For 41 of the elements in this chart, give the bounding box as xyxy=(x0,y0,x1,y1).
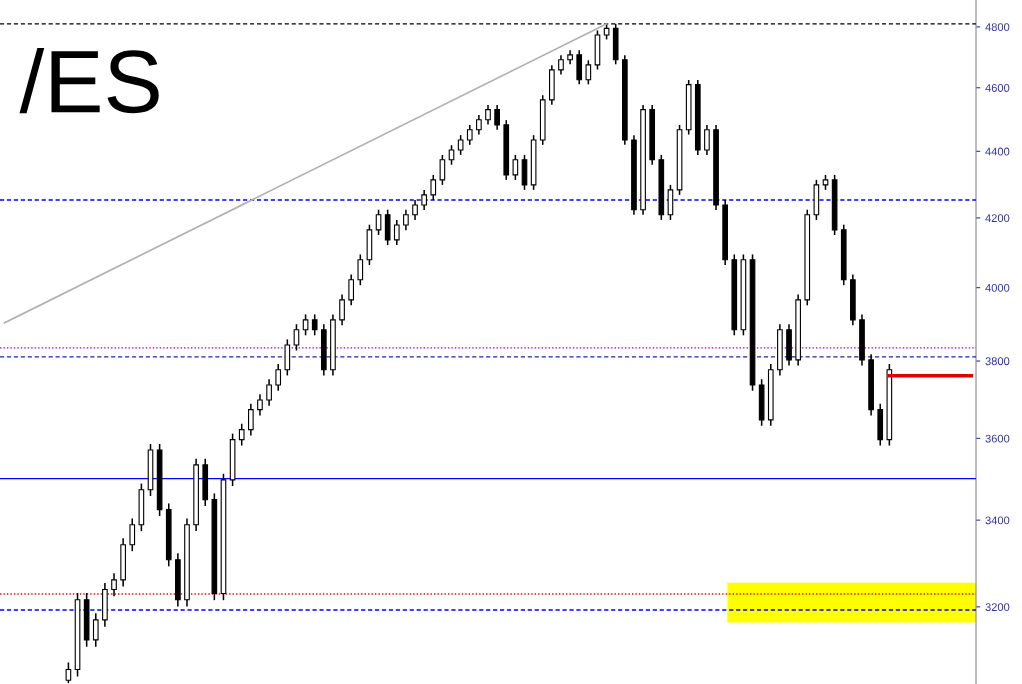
candlestick xyxy=(494,104,500,131)
candlestick xyxy=(275,363,282,392)
candlestick xyxy=(393,219,400,246)
candlestick xyxy=(357,253,364,286)
candlestick xyxy=(92,612,99,648)
candlestick xyxy=(302,313,309,337)
candlestick xyxy=(448,144,455,166)
candlestick xyxy=(466,124,473,146)
candlestick xyxy=(430,174,437,201)
candlestick xyxy=(248,403,254,437)
y-tick-label: 4000 xyxy=(985,283,1010,292)
candlestick xyxy=(111,572,117,597)
candlestick xyxy=(485,104,491,126)
candlestick xyxy=(457,134,464,156)
y-tick-label: 4200 xyxy=(985,214,1010,223)
candlestick xyxy=(585,59,592,86)
candlestick xyxy=(238,422,245,447)
candlestick xyxy=(266,378,272,407)
candlestick xyxy=(293,323,300,352)
y-tick-label: 3400 xyxy=(985,516,1010,525)
y-tick-label: 3200 xyxy=(985,603,1010,611)
candlestick xyxy=(257,393,263,417)
y-tick-label: 3600 xyxy=(985,434,1010,443)
candlestick xyxy=(421,189,427,211)
candlestick xyxy=(311,313,318,337)
candlestick xyxy=(412,199,418,221)
candlestick xyxy=(512,154,519,181)
candlestick xyxy=(129,517,136,552)
y-tick-label: 4600 xyxy=(985,84,1010,92)
candlestick xyxy=(403,208,409,231)
y-tick-label: 4800 xyxy=(985,23,1010,31)
chart-title: /ES xyxy=(19,47,159,114)
candlestick xyxy=(558,54,564,76)
y-tick-label: 3800 xyxy=(985,357,1010,366)
candlestick xyxy=(476,114,482,136)
candlestick xyxy=(704,124,710,156)
candlestick xyxy=(348,273,355,307)
y-tick-label: 4400 xyxy=(985,147,1010,156)
candlestick xyxy=(339,293,345,327)
candlestick xyxy=(65,661,72,684)
candlestick xyxy=(439,154,446,186)
